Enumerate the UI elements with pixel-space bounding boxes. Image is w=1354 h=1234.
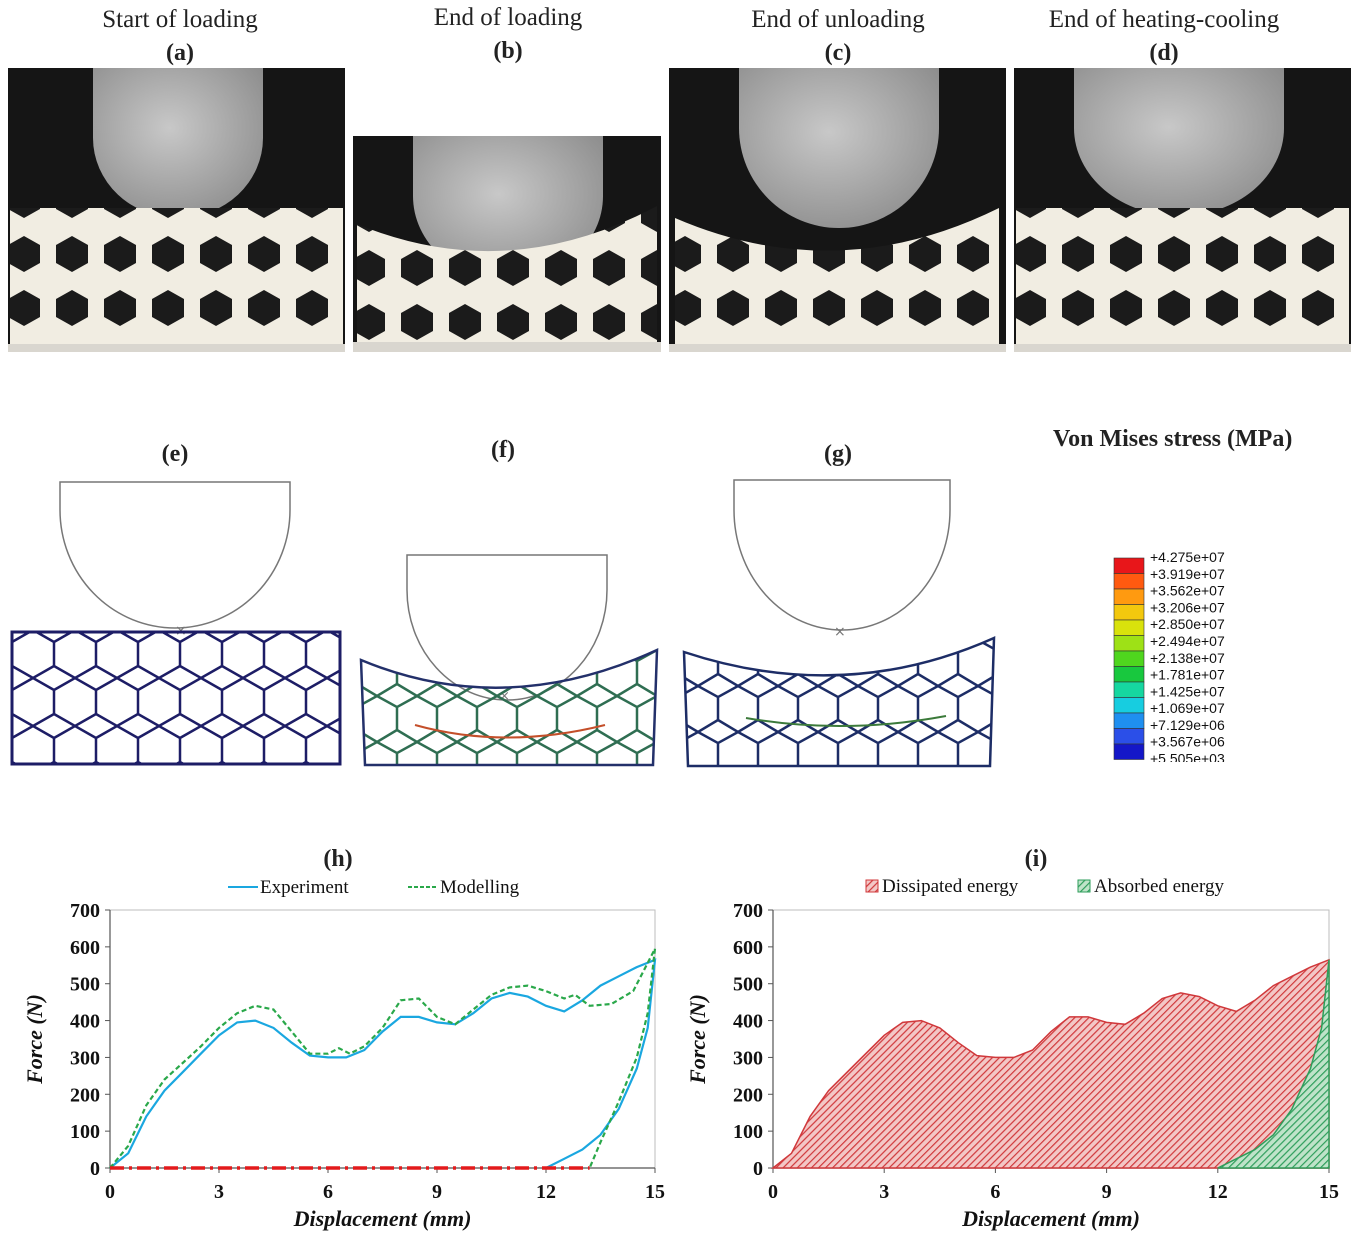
y-tick-label: 600 [70, 937, 100, 959]
legend-label: Experiment [260, 877, 349, 898]
y-tick-label: 600 [733, 937, 763, 959]
photo-end-of-loading [353, 136, 661, 352]
x-tick-label: 6 [323, 1181, 333, 1203]
label-a: (a) [166, 40, 194, 66]
x-tick-label: 0 [105, 1181, 115, 1203]
y-tick-label: 100 [733, 1121, 763, 1143]
colorbar-label: +1.781e+07 [1150, 667, 1225, 683]
colorbar-label: +5.505e+03 [1150, 751, 1225, 763]
colorbar-label: +3.562e+07 [1150, 583, 1225, 599]
x-tick-label: 9 [432, 1181, 442, 1203]
label-h: (h) [323, 846, 353, 872]
x-tick-label: 0 [768, 1181, 778, 1203]
x-axis-title: Displacement (mm) [293, 1206, 472, 1231]
label-d: (d) [1149, 40, 1179, 66]
colorbar-swatch [1113, 557, 1145, 574]
x-tick-label: 3 [879, 1181, 889, 1203]
colorbar-swatch [1113, 588, 1145, 605]
series-line-experiment [109, 958, 657, 1169]
colorbar-label: +7.129e+06 [1150, 717, 1225, 733]
colorbar-swatch [1113, 666, 1145, 683]
y-tick-label: 500 [733, 974, 763, 996]
photo-start-of-loading [8, 68, 345, 352]
caption-a: Start of loading [102, 6, 258, 33]
y-tick-label: 400 [70, 1011, 100, 1033]
series-line-modelling [109, 948, 657, 1169]
colorbar-label: +3.206e+07 [1150, 599, 1225, 615]
simulation-e: × [10, 481, 342, 766]
y-axis-title: Force (N) [22, 994, 47, 1085]
y-tick-label: 300 [70, 1047, 100, 1069]
colorbar: +4.275e+07+3.919e+07+3.562e+07+3.206e+07… [1113, 552, 1225, 763]
y-tick-label: 100 [70, 1121, 100, 1143]
y-tick-label: 0 [90, 1158, 100, 1180]
photo-end-of-unloading [669, 68, 1006, 352]
x-tick-label: 12 [536, 1181, 556, 1203]
colorbar-title: Von Mises stress (MPa) [1053, 426, 1293, 452]
legend-swatch [865, 879, 879, 893]
chart-energy: 0 3 6 9 12 15 0 100 200 300 400 500 600 700 Displaceme… [685, 876, 1339, 1231]
y-tick-label: 700 [70, 900, 100, 922]
legend-label: Absorbed energy [1094, 876, 1224, 897]
colorbar-swatch [1113, 728, 1145, 745]
x-tick-label: 3 [214, 1181, 224, 1203]
colorbar-label: +4.275e+07 [1150, 552, 1225, 565]
y-tick-label: 200 [733, 1084, 763, 1106]
y-tick-label: 700 [733, 900, 763, 922]
legend-swatch [1077, 879, 1091, 893]
colorbar-label: +3.567e+06 [1150, 734, 1225, 750]
y-tick-label: 300 [733, 1047, 763, 1069]
legend-label: Dissipated energy [882, 876, 1019, 897]
label-i: (i) [1024, 846, 1048, 872]
y-tick-label: 500 [70, 974, 100, 996]
colorbar-swatch [1113, 697, 1145, 714]
colorbar-swatch [1113, 604, 1145, 621]
colorbar-swatch [1113, 743, 1145, 760]
colorbar-swatch [1113, 573, 1145, 590]
colorbar-swatch [1113, 681, 1145, 698]
x-tick-label: 15 [1319, 1181, 1339, 1203]
simulation-g: × [682, 479, 996, 768]
plot-frame [109, 909, 656, 1169]
caption-c: End of unloading [751, 6, 925, 33]
y-tick-label: 0 [753, 1158, 763, 1180]
y-axis-title: Force (N) [685, 994, 710, 1085]
colorbar-swatch [1113, 712, 1145, 729]
colorbar-swatch [1113, 650, 1145, 667]
simulation-f: × [359, 554, 659, 767]
label-c: (c) [824, 40, 852, 66]
legend-label: Modelling [440, 877, 520, 898]
x-tick-label: 15 [645, 1181, 665, 1203]
caption-b: End of loading [433, 4, 583, 31]
label-b: (b) [493, 38, 523, 64]
caption-d: End of heating-cooling [1048, 6, 1280, 33]
photo-end-of-heating-cooling [1014, 68, 1351, 352]
label-e: (e) [161, 441, 189, 467]
x-tick-label: 9 [1102, 1181, 1112, 1203]
label-g: (g) [824, 441, 852, 467]
colorbar-swatch [1113, 619, 1145, 636]
colorbar-label: +2.494e+07 [1150, 633, 1225, 649]
chart-force-displacement: 0 3 6 9 12 15 0 100 200 300 400 500 600 700 Displaceme… [22, 877, 665, 1231]
x-tick-label: 6 [990, 1181, 1000, 1203]
svg-text:×: × [834, 624, 846, 640]
y-tick-label: 200 [70, 1084, 100, 1106]
colorbar-label: +3.919e+07 [1150, 566, 1225, 582]
y-tick-label: 400 [733, 1011, 763, 1033]
x-axis-title: Displacement (mm) [961, 1206, 1140, 1231]
colorbar-label: +1.425e+07 [1150, 683, 1225, 699]
area-absorbed [1217, 959, 1330, 1169]
colorbar-label: +2.138e+07 [1150, 650, 1225, 666]
colorbar-label: +2.850e+07 [1150, 616, 1225, 632]
area-dissipated [770, 958, 1330, 1169]
x-tick-label: 12 [1208, 1181, 1228, 1203]
label-f: (f) [491, 437, 515, 463]
colorbar-label: +1.069e+07 [1150, 700, 1225, 716]
colorbar-swatch [1113, 635, 1145, 652]
